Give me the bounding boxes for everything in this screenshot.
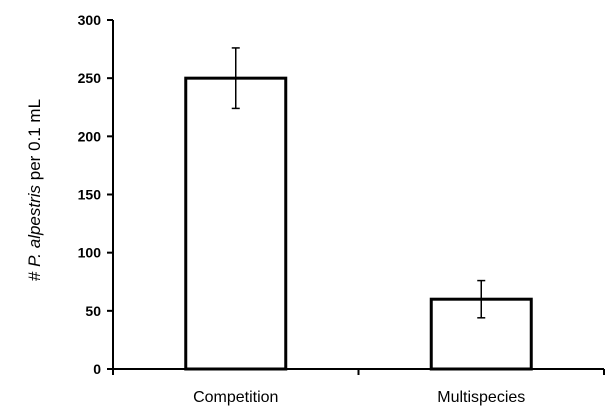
y-axis-title-prefix: # bbox=[25, 267, 44, 281]
y-tick-label: 0 bbox=[93, 361, 101, 377]
y-axis: 0 50 100 150 200 250 300 bbox=[78, 12, 114, 377]
bar-competition bbox=[184, 76, 288, 371]
category-labels: Competition Multispecies bbox=[193, 389, 525, 406]
y-tick-label: 200 bbox=[78, 128, 102, 144]
y-tick-label: 300 bbox=[78, 12, 102, 28]
bars bbox=[184, 47, 533, 371]
category-label-multispecies: Multispecies bbox=[437, 389, 525, 406]
y-axis-title: # P. alpestris per 0.1 mL bbox=[25, 99, 44, 281]
y-tick-label: 250 bbox=[78, 70, 102, 86]
y-tick-label: 150 bbox=[78, 187, 102, 203]
y-tick-label: 100 bbox=[78, 245, 102, 261]
y-axis-title-italic: P. alpestris bbox=[25, 184, 44, 266]
y-tick-label: 50 bbox=[85, 303, 101, 319]
y-axis-title-suffix: per 0.1 mL bbox=[25, 99, 44, 185]
category-label-competition: Competition bbox=[193, 389, 278, 406]
